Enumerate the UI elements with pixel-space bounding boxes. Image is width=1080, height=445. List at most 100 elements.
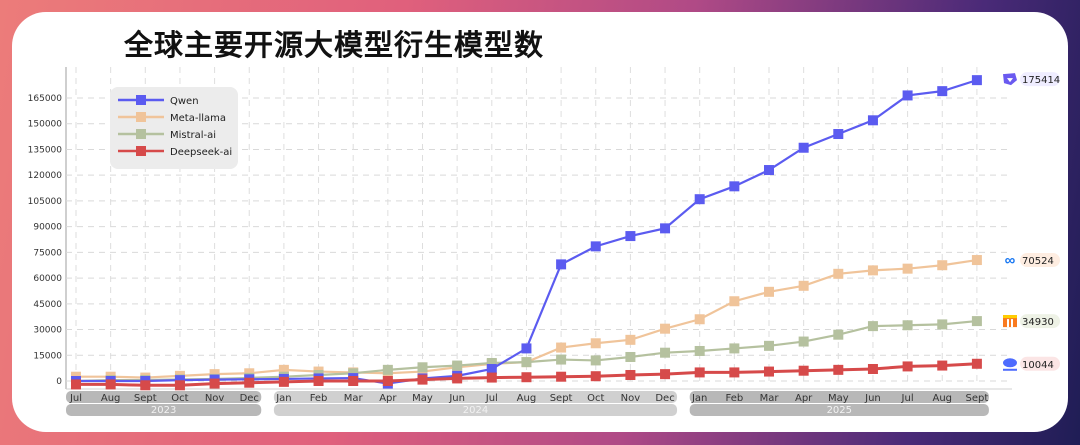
month-band	[689, 391, 989, 403]
year-label: 2023	[151, 405, 176, 416]
data-point	[174, 375, 185, 386]
y-tick-label: 0	[56, 377, 62, 387]
data-point	[278, 364, 289, 375]
y-tick-label: 15000	[33, 351, 62, 361]
x-tick-label: Nov	[205, 393, 225, 404]
y-tick-label: 150000	[28, 120, 63, 130]
data-point	[694, 194, 705, 205]
data-point	[486, 372, 497, 383]
x-tick-label: Jan	[691, 393, 707, 404]
y-tick-label: 105000	[28, 197, 63, 207]
data-point	[798, 280, 809, 291]
legend-marker	[136, 95, 146, 105]
x-tick-label: Dec	[655, 393, 674, 404]
data-point	[833, 364, 844, 375]
data-point	[833, 329, 844, 340]
y-tick-label: 60000	[33, 274, 62, 284]
end-label-bg	[1020, 314, 1060, 329]
x-tick-label: May	[412, 393, 433, 404]
x-tick-label: Jun	[864, 393, 881, 404]
x-tick-label: Feb	[725, 393, 743, 404]
data-point	[348, 376, 359, 386]
deepseek-logo-text	[1003, 368, 1017, 371]
y-tick-label: 75000	[33, 248, 62, 258]
data-point	[867, 265, 878, 276]
data-point	[556, 259, 567, 270]
data-point	[902, 90, 913, 101]
data-point	[556, 354, 567, 365]
y-tick-label: 30000	[33, 326, 62, 336]
data-point	[625, 351, 636, 362]
data-point	[660, 223, 671, 234]
x-tick-label: Aug	[932, 393, 952, 404]
data-point	[798, 365, 809, 376]
x-tick-label: Sept	[966, 393, 989, 404]
x-tick-label: Jul	[901, 393, 914, 404]
legend-marker	[136, 129, 146, 139]
x-tick-label: Nov	[621, 393, 641, 404]
data-point	[867, 321, 878, 332]
x-tick-label: Dec	[240, 393, 259, 404]
data-point	[590, 241, 601, 252]
data-point	[694, 314, 705, 325]
data-point	[452, 373, 463, 384]
end-label-bg	[1020, 253, 1060, 268]
end-label-qwen: 175414	[1022, 75, 1060, 86]
data-point	[625, 334, 636, 345]
data-point	[902, 263, 913, 274]
data-point	[452, 360, 463, 371]
data-point	[417, 374, 428, 385]
end-label-bg	[1020, 72, 1060, 87]
data-point	[729, 296, 740, 307]
legend-marker	[136, 146, 146, 156]
legend-label-qwen: Qwen	[170, 96, 199, 107]
chart-title: 全球主要开源大模型衍生模型数	[124, 28, 545, 62]
data-point	[244, 377, 255, 388]
end-label-mistral-ai: 34930	[1022, 317, 1054, 328]
end-label-deepseek-ai: 10044	[1022, 360, 1054, 371]
legend-label-deepseek-ai: Deepseek-ai	[170, 147, 232, 158]
data-point	[798, 142, 809, 153]
data-point	[660, 347, 671, 358]
data-point	[625, 369, 636, 380]
data-point	[867, 115, 878, 126]
data-point	[971, 75, 982, 86]
data-point	[590, 338, 601, 349]
deepseek-logo-icon	[1003, 358, 1017, 368]
data-point	[590, 371, 601, 382]
data-point	[833, 268, 844, 279]
x-tick-label: Mar	[344, 393, 364, 404]
x-tick-label: May	[828, 393, 849, 404]
y-tick-label: 120000	[28, 171, 63, 181]
data-point	[278, 376, 289, 387]
chart-card: 全球主要开源大模型衍生模型数 0 15000 30000 45000 60000 7500…	[12, 12, 1068, 432]
data-point	[313, 376, 324, 386]
year-band	[66, 404, 262, 416]
data-point	[694, 367, 705, 378]
data-point	[971, 316, 982, 327]
x-tick-label: Oct	[587, 393, 604, 404]
x-tick-label: Jun	[448, 393, 465, 404]
data-point	[556, 342, 567, 353]
end-label-meta-llama: 70524	[1022, 256, 1054, 267]
year-label: 2025	[827, 405, 852, 416]
year-label: 2024	[463, 405, 488, 416]
data-point	[486, 357, 497, 368]
legend-label-mistral-ai: Mistral-ai	[170, 130, 216, 141]
y-tick-label: 90000	[33, 223, 62, 233]
end-label-bg	[1020, 356, 1060, 371]
month-band	[66, 391, 262, 403]
data-point	[764, 286, 774, 297]
data-point	[694, 345, 705, 356]
data-point	[798, 336, 809, 347]
data-point	[729, 367, 740, 378]
y-tick-label: 165000	[28, 94, 63, 104]
x-tick-label: Jan	[275, 393, 291, 404]
meta-logo-icon: ∞	[1005, 252, 1016, 269]
data-point	[382, 364, 393, 375]
data-point	[937, 319, 948, 330]
data-point	[71, 379, 81, 390]
legend-marker	[136, 112, 146, 122]
data-point	[729, 343, 740, 354]
data-point	[521, 372, 532, 383]
